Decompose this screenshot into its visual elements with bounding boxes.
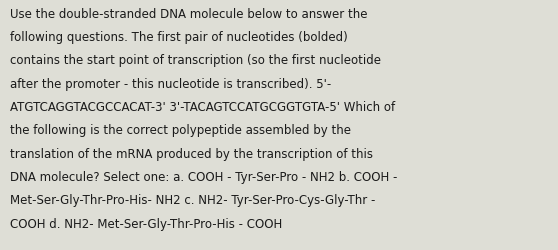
Text: DNA molecule? Select one: a. COOH - Tyr-Ser-Pro - NH2 b. COOH -: DNA molecule? Select one: a. COOH - Tyr-… — [10, 170, 397, 183]
Text: after the promoter - this nucleotide is transcribed). 5'-: after the promoter - this nucleotide is … — [10, 77, 331, 90]
Text: Met-Ser-Gly-Thr-Pro-His- NH2 c. NH2- Tyr-Ser-Pro-Cys-Gly-Thr -: Met-Ser-Gly-Thr-Pro-His- NH2 c. NH2- Tyr… — [10, 194, 376, 206]
Text: Use the double-stranded DNA molecule below to answer the: Use the double-stranded DNA molecule bel… — [10, 8, 368, 20]
Text: COOH d. NH2- Met-Ser-Gly-Thr-Pro-His - COOH: COOH d. NH2- Met-Ser-Gly-Thr-Pro-His - C… — [10, 217, 282, 230]
Text: translation of the mRNA produced by the transcription of this: translation of the mRNA produced by the … — [10, 147, 373, 160]
Text: contains the start point of transcription (so the first nucleotide: contains the start point of transcriptio… — [10, 54, 381, 67]
Text: ATGTCAGGTACGCCACAT-3' 3'-TACAGTCCATGCGGTGTA-5' Which of: ATGTCAGGTACGCCACAT-3' 3'-TACAGTCCATGCGGT… — [10, 100, 395, 114]
Text: following questions. The first pair of nucleotides (bolded): following questions. The first pair of n… — [10, 31, 348, 44]
Text: the following is the correct polypeptide assembled by the: the following is the correct polypeptide… — [10, 124, 351, 137]
